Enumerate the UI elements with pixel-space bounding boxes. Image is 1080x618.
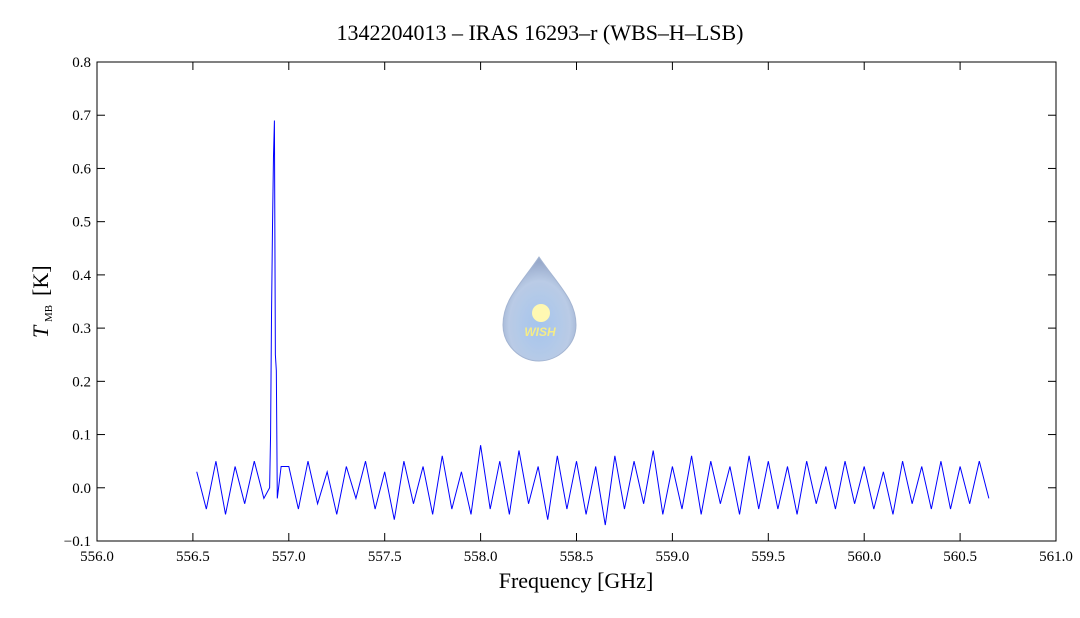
logo-star (532, 304, 550, 322)
y-tick-label: 0.3 (72, 321, 91, 337)
x-tick-label: 557.5 (368, 549, 402, 565)
y-tick-label: −0.1 (64, 534, 91, 550)
y-tick-label: 0.2 (72, 374, 91, 390)
x-tick-label: 558.0 (464, 549, 498, 565)
y-axis-label: T MB [K] (28, 265, 55, 338)
y-tick-label: 0.5 (72, 215, 91, 231)
y-tick-label: 0.6 (72, 161, 91, 177)
logo-text: WISH (524, 325, 556, 339)
chart-title: 1342204013 – IRAS 16293–r (WBS–H–LSB) (336, 20, 743, 45)
spectrum-line (196, 120, 990, 526)
y-label-unit: [K] (28, 265, 53, 296)
y-tick-label: 0.1 (72, 428, 91, 444)
x-tick-label: 558.5 (560, 549, 594, 565)
x-tick-label: 557.0 (272, 549, 306, 565)
x-tick-label: 559.5 (751, 549, 785, 565)
x-tick-label: 560.0 (847, 549, 881, 565)
y-tick-label: 0.4 (72, 268, 91, 284)
x-tick-label: 556.5 (176, 549, 210, 565)
y-tick-label: 0.7 (72, 108, 91, 124)
x-tick-label: 559.0 (656, 549, 690, 565)
x-axis-label: Frequency [GHz] (499, 568, 654, 593)
logo: WISH (502, 256, 577, 362)
y-tick-label: 0.8 (72, 55, 91, 71)
plot-frame (96, 61, 1057, 542)
x-tick-label: 560.5 (943, 549, 977, 565)
y-label-symbol: T (28, 324, 53, 338)
x-tick-label: 561.0 (1039, 549, 1073, 565)
y-tick-label: 0.0 (72, 481, 91, 497)
y-label-subscript: MB (43, 305, 55, 322)
x-tick-label: 556.0 (80, 549, 114, 565)
